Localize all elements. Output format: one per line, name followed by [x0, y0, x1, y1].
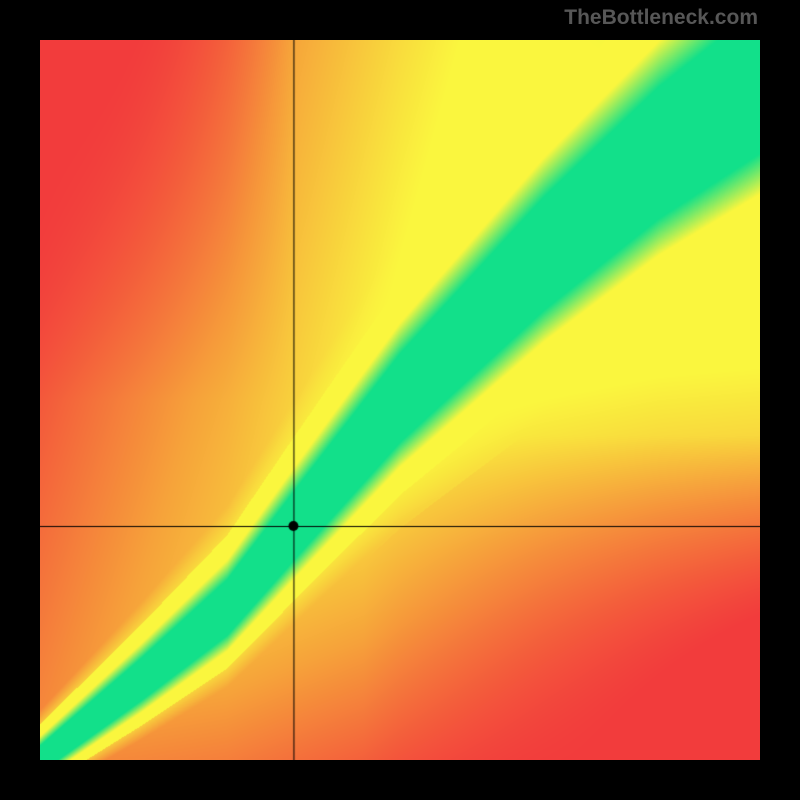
watermark-label: TheBottleneck.com	[564, 6, 758, 30]
heatmap-canvas	[40, 40, 760, 760]
